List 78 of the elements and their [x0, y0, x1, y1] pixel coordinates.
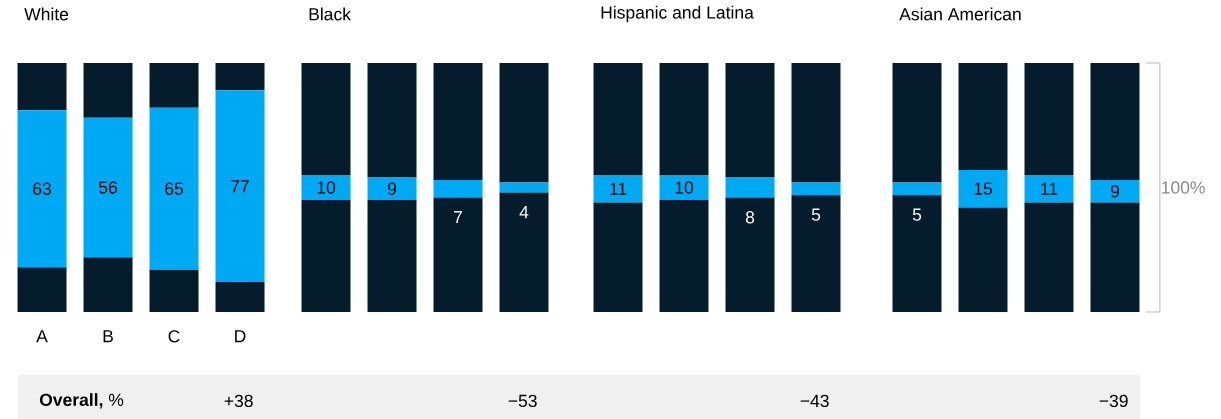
bar: [725, 63, 775, 178]
bar: [215, 282, 265, 312]
bar: [593, 175, 643, 203]
bar: [659, 175, 709, 200]
data-label: 63: [33, 182, 51, 195]
bar: [149, 62, 199, 108]
x-tick-label: C: [168, 330, 180, 343]
text: 100%: [1162, 181, 1205, 194]
chart-title: Asian American: [899, 7, 1021, 21]
bar: [958, 63, 1008, 171]
bar: [1024, 175, 1074, 203]
x-tick-label: A: [36, 330, 48, 343]
bar: [892, 63, 942, 183]
data-label: 15: [974, 182, 992, 195]
chart-title: Hispanic and Latina: [601, 5, 754, 23]
data-label: 7: [454, 211, 462, 224]
text: Overall, %: [39, 393, 124, 409]
data-label: 10: [675, 181, 694, 194]
bar: [499, 182, 549, 193]
bar: [958, 170, 1008, 208]
bar: [83, 117, 133, 258]
bar: [301, 175, 351, 200]
bar: [892, 182, 942, 195]
bar: [593, 63, 643, 176]
text: −43: [800, 394, 829, 408]
data-label: 10: [317, 181, 336, 194]
chart-title: White: [24, 7, 69, 21]
data-label: 9: [1110, 185, 1120, 198]
bar: [791, 194, 841, 312]
bar: [17, 110, 67, 268]
x-tick-label: D: [235, 330, 246, 343]
bar: [1024, 63, 1074, 176]
bar: [892, 194, 942, 312]
bar: [83, 62, 133, 118]
bar: [1090, 63, 1140, 181]
bar: [367, 177, 417, 200]
bar: [433, 197, 483, 312]
bar: [791, 63, 841, 183]
bar: [593, 202, 643, 312]
bar: [499, 192, 549, 312]
bar: [367, 199, 417, 312]
data-label: 8: [745, 211, 755, 224]
data-label: 56: [98, 181, 117, 194]
bar: [725, 177, 775, 198]
bar: [215, 90, 265, 283]
data-label: 11: [610, 182, 627, 195]
bar: [1090, 202, 1140, 312]
text: −53: [508, 394, 537, 408]
bar: [215, 62, 265, 91]
bar: [725, 197, 775, 312]
bar: [17, 62, 67, 111]
data-label: 5: [912, 208, 922, 221]
data-label: 4: [519, 206, 529, 219]
bar: [659, 63, 709, 176]
bar: [17, 267, 67, 312]
bar: [367, 63, 417, 178]
data-label: 11: [1041, 182, 1058, 195]
bar: [499, 63, 549, 183]
bar: [149, 107, 199, 270]
chart-title: Black: [309, 7, 351, 21]
text: −39: [1099, 394, 1128, 408]
bar: [83, 257, 133, 312]
data-label: 77: [231, 180, 249, 193]
bar: [433, 63, 483, 181]
bar: [659, 199, 709, 312]
data-label: 9: [387, 182, 397, 195]
bar: [791, 182, 841, 195]
data-label: 65: [165, 182, 184, 195]
x-tick-label: B: [103, 330, 113, 343]
bar: [301, 63, 351, 176]
bar: [958, 207, 1008, 312]
text: +38: [224, 394, 253, 408]
bar: [1090, 180, 1140, 203]
data-label: 5: [811, 208, 821, 221]
bar: [1024, 202, 1074, 312]
bar: [149, 269, 199, 312]
bar: [301, 199, 351, 312]
bar: [433, 180, 483, 198]
